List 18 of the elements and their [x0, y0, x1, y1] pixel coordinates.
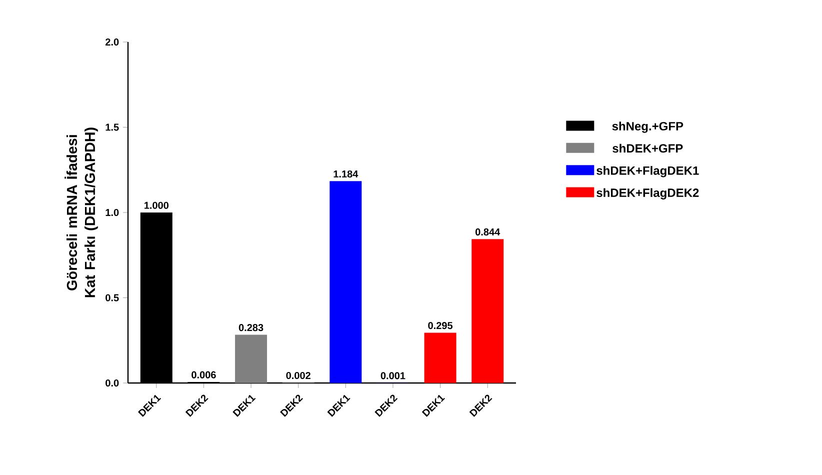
data-label: 1.000 — [144, 202, 168, 209]
legend-label: shDEK+FlagDEK2 — [596, 188, 699, 200]
y-tick-label: 2.0 — [106, 38, 119, 46]
data-label: 0.002 — [286, 372, 310, 380]
data-label: 0.283 — [238, 324, 264, 332]
y-tick-label: 1.5 — [106, 124, 119, 131]
y-tick-label: 0.5 — [106, 294, 119, 302]
data-label: 0.844 — [475, 228, 500, 236]
data-label: 1.184 — [334, 170, 358, 178]
y-tick-label: 1.0 — [106, 208, 119, 216]
legend-label: shNeg.+GFP — [612, 122, 684, 133]
legend-label: shDEK+FlagDEK1 — [596, 166, 699, 178]
legend-label: shDEK+GFP — [612, 144, 683, 153]
y-axis-title: Göreceli mRNA İfadesi Kat Farkı (DEK1/GAPDH) — [64, 128, 98, 298]
y-tick-label: 0.0 — [106, 379, 119, 387]
data-label: 0.006 — [192, 371, 216, 378]
data-label: 0.001 — [380, 372, 406, 380]
data-label: 0.295 — [428, 322, 453, 330]
